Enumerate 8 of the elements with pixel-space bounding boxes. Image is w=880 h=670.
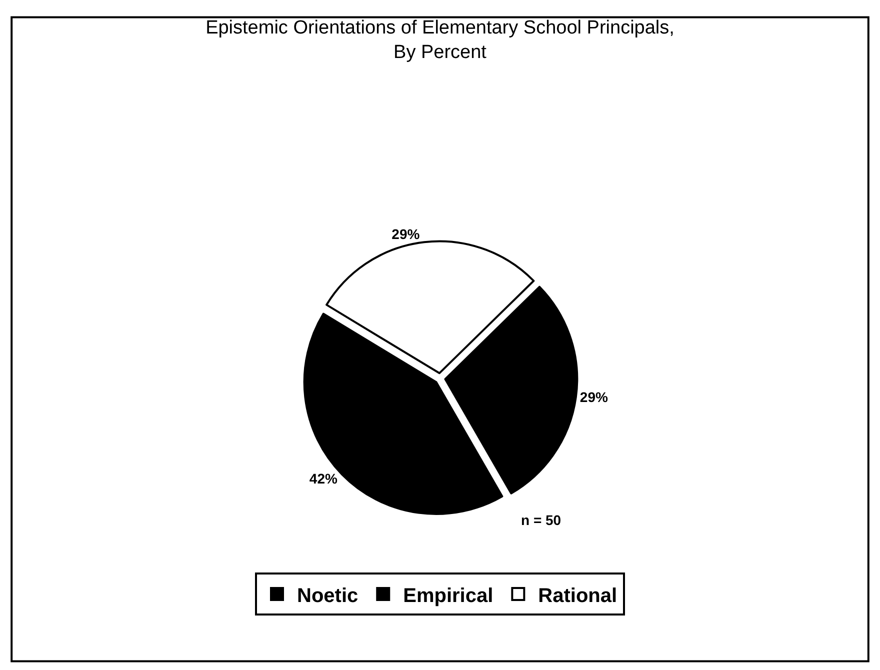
data-label: 42% [309,470,338,486]
legend-label: Empirical [403,584,494,607]
data-label: 29% [392,226,420,242]
data-label: 29% [580,389,609,406]
chart-title: Epistemic Orientations of Elementary School Principals, By Percent [206,18,674,64]
legend-label: Noetic [297,584,358,607]
legend-label: Rational [538,584,618,607]
text: n = 50 [521,512,562,528]
